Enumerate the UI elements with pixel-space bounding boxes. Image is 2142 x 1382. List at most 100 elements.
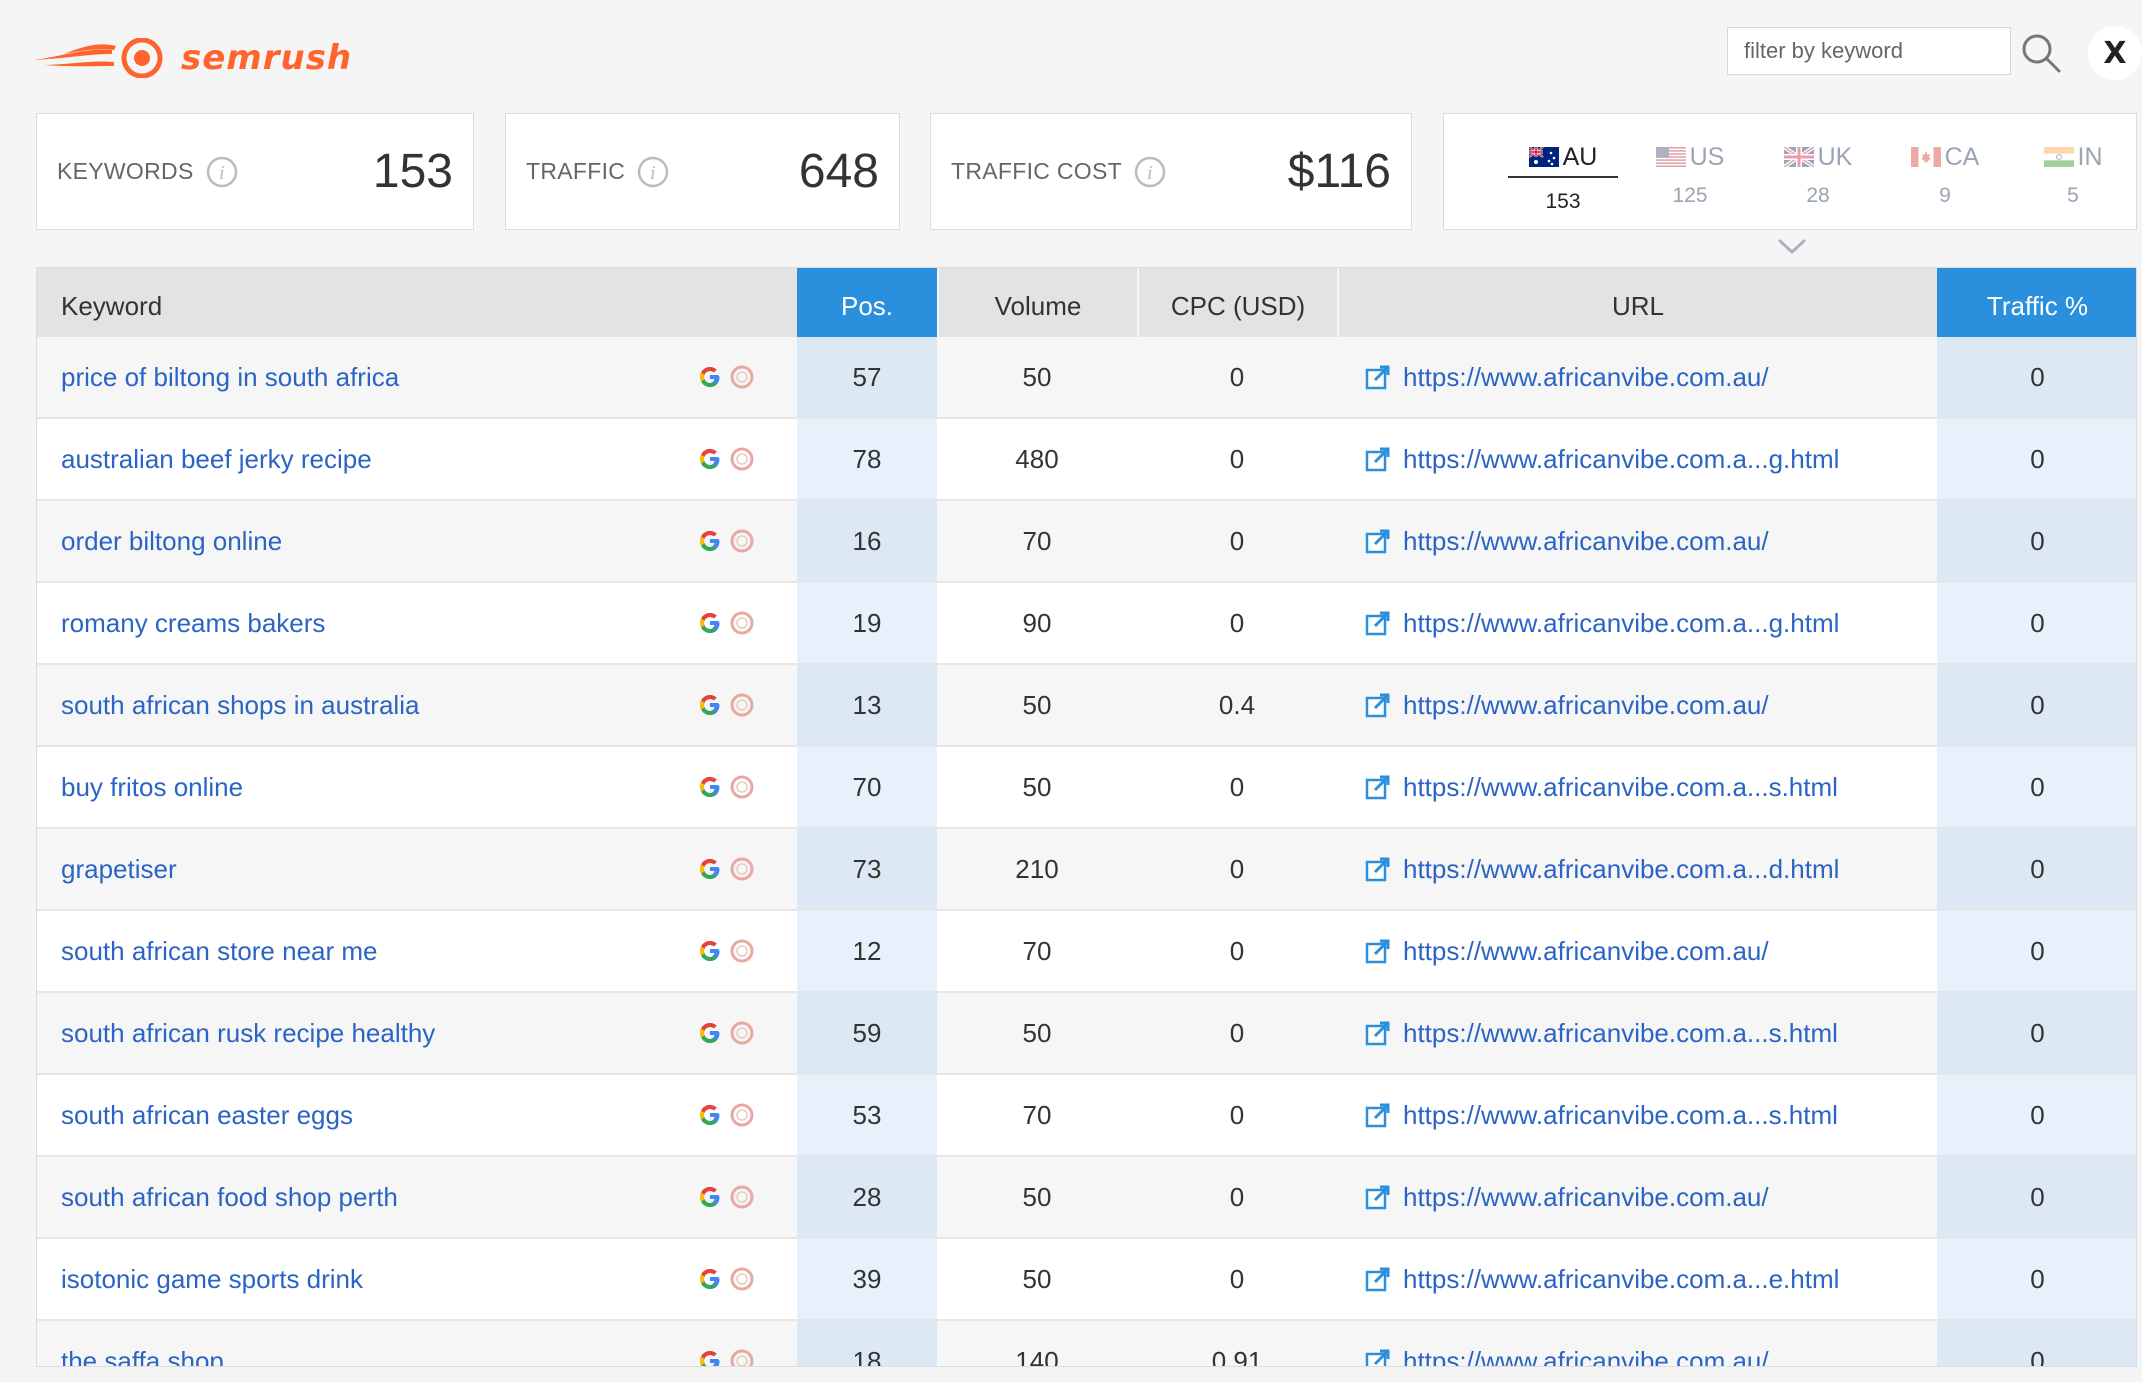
keyword-link[interactable]: the saffa shop: [61, 1345, 224, 1367]
serp-snapshot-icon[interactable]: [729, 692, 755, 718]
url-link[interactable]: https://www.africanvibe.com.a...g.html: [1403, 607, 1840, 638]
google-icon[interactable]: [697, 528, 723, 554]
url-link[interactable]: https://www.africanvibe.com.au/: [1403, 689, 1769, 720]
external-link-icon[interactable]: [1365, 446, 1391, 472]
keyword-link[interactable]: south african shops in australia: [61, 689, 420, 720]
keyword-link[interactable]: australian beef jerky recipe: [61, 443, 372, 474]
external-link-icon[interactable]: [1365, 1020, 1391, 1046]
url-cell[interactable]: https://www.africanvibe.com.a...s.html: [1365, 1075, 1925, 1155]
info-icon[interactable]: i: [1134, 156, 1166, 188]
google-icon[interactable]: [697, 938, 723, 964]
serp-snapshot-icon[interactable]: [729, 774, 755, 800]
keyword-link[interactable]: grapetiser: [61, 853, 177, 884]
external-link-icon[interactable]: [1365, 364, 1391, 390]
external-link-icon[interactable]: [1365, 774, 1391, 800]
country-tab-au[interactable]: AU 153: [1508, 142, 1618, 214]
google-icon[interactable]: [697, 1102, 723, 1128]
country-tab-ca[interactable]: CA 9: [1890, 142, 2000, 208]
google-icon[interactable]: [697, 774, 723, 800]
keyword-link[interactable]: romany creams bakers: [61, 607, 326, 638]
google-icon[interactable]: [697, 1184, 723, 1210]
google-icon[interactable]: [697, 610, 723, 636]
url-cell[interactable]: https://www.africanvibe.com.a...s.html: [1365, 993, 1925, 1073]
url-link[interactable]: https://www.africanvibe.com.a...s.html: [1403, 771, 1838, 802]
table-row: south african shops in australia 13 50 0…: [37, 665, 2136, 747]
url-link[interactable]: https://www.africanvibe.com.au/: [1403, 525, 1769, 556]
semrush-logo[interactable]: semrush: [34, 34, 352, 82]
url-link[interactable]: https://www.africanvibe.com.a...s.html: [1403, 1099, 1838, 1130]
column-header-keyword[interactable]: Keyword: [61, 291, 163, 321]
url-link[interactable]: https://www.africanvibe.com.au/: [1403, 361, 1769, 392]
serp-snapshot-icon[interactable]: [729, 610, 755, 636]
url-cell[interactable]: https://www.africanvibe.com.a...s.html: [1365, 747, 1925, 827]
url-link[interactable]: https://www.africanvibe.com.au/: [1403, 935, 1769, 966]
external-link-icon[interactable]: [1365, 610, 1391, 636]
google-icon[interactable]: [697, 1020, 723, 1046]
serp-snapshot-icon[interactable]: [729, 856, 755, 882]
serp-snapshot-icon[interactable]: [729, 1184, 755, 1210]
traffic-cost-stat-card: TRAFFIC COST i $116: [930, 113, 1412, 230]
url-cell[interactable]: https://www.africanvibe.com.au/: [1365, 1157, 1925, 1237]
url-cell[interactable]: https://www.africanvibe.com.au/: [1365, 1321, 1925, 1367]
country-tab-us[interactable]: US 125: [1635, 142, 1745, 208]
serp-snapshot-icon[interactable]: [729, 364, 755, 390]
external-link-icon[interactable]: [1365, 938, 1391, 964]
url-cell[interactable]: https://www.africanvibe.com.au/: [1365, 337, 1925, 417]
external-link-icon[interactable]: [1365, 528, 1391, 554]
google-icon[interactable]: [697, 1348, 723, 1367]
url-link[interactable]: https://www.africanvibe.com.au/: [1403, 1181, 1769, 1212]
chevron-down-icon[interactable]: [1776, 238, 1808, 256]
external-link-icon[interactable]: [1365, 692, 1391, 718]
url-link[interactable]: https://www.africanvibe.com.a...s.html: [1403, 1017, 1838, 1048]
serp-snapshot-icon[interactable]: [729, 938, 755, 964]
keyword-link[interactable]: south african easter eggs: [61, 1099, 353, 1130]
column-header-cpc[interactable]: CPC (USD): [1137, 268, 1337, 345]
url-link[interactable]: https://www.africanvibe.com.a...e.html: [1403, 1263, 1840, 1294]
column-header-url[interactable]: URL: [1337, 268, 1937, 345]
google-icon[interactable]: [697, 856, 723, 882]
keyword-link[interactable]: south african store near me: [61, 935, 378, 966]
column-header-traffic[interactable]: Traffic %: [1937, 268, 2136, 345]
url-link[interactable]: https://www.africanvibe.com.au/: [1403, 1345, 1769, 1367]
keyword-link[interactable]: isotonic game sports drink: [61, 1263, 364, 1294]
url-cell[interactable]: https://www.africanvibe.com.au/: [1365, 665, 1925, 745]
external-link-icon[interactable]: [1365, 1102, 1391, 1128]
serp-snapshot-icon[interactable]: [729, 528, 755, 554]
serp-snapshot-icon[interactable]: [729, 1102, 755, 1128]
url-cell[interactable]: https://www.africanvibe.com.au/: [1365, 501, 1925, 581]
serp-snapshot-icon[interactable]: [729, 446, 755, 472]
external-link-icon[interactable]: [1365, 1184, 1391, 1210]
url-cell[interactable]: https://www.africanvibe.com.a...e.html: [1365, 1239, 1925, 1319]
google-icon[interactable]: [697, 692, 723, 718]
country-tab-in[interactable]: IN 5: [2018, 142, 2128, 208]
google-icon[interactable]: [697, 446, 723, 472]
keyword-filter-input[interactable]: [1727, 27, 2011, 75]
keyword-link[interactable]: south african rusk recipe healthy: [61, 1017, 436, 1048]
external-link-icon[interactable]: [1365, 856, 1391, 882]
keyword-link[interactable]: buy fritos online: [61, 771, 244, 802]
google-icon[interactable]: [697, 1266, 723, 1292]
keyword-link[interactable]: south african food shop perth: [61, 1181, 398, 1212]
serp-snapshot-icon[interactable]: [729, 1266, 755, 1292]
search-icon[interactable]: [2020, 32, 2062, 74]
url-cell[interactable]: https://www.africanvibe.com.au/: [1365, 911, 1925, 991]
country-tab-uk[interactable]: UK 28: [1763, 142, 1873, 208]
url-cell[interactable]: https://www.africanvibe.com.a...d.html: [1365, 829, 1925, 909]
column-header-pos[interactable]: Pos.: [797, 268, 937, 345]
info-icon[interactable]: i: [206, 156, 238, 188]
keyword-link[interactable]: order biltong online: [61, 525, 283, 556]
info-icon[interactable]: i: [637, 156, 669, 188]
keyword-link[interactable]: price of biltong in south africa: [61, 361, 400, 392]
url-link[interactable]: https://www.africanvibe.com.a...g.html: [1403, 443, 1840, 474]
external-link-icon[interactable]: [1365, 1348, 1391, 1367]
google-icon[interactable]: [697, 364, 723, 390]
external-link-icon[interactable]: [1365, 1266, 1391, 1292]
close-button[interactable]: X: [2088, 26, 2142, 80]
serp-snapshot-icon[interactable]: [729, 1020, 755, 1046]
column-header-volume[interactable]: Volume: [937, 268, 1137, 345]
table-row: south african rusk recipe healthy 59 50 …: [37, 993, 2136, 1075]
serp-snapshot-icon[interactable]: [729, 1348, 755, 1367]
url-cell[interactable]: https://www.africanvibe.com.a...g.html: [1365, 419, 1925, 499]
url-cell[interactable]: https://www.africanvibe.com.a...g.html: [1365, 583, 1925, 663]
url-link[interactable]: https://www.africanvibe.com.a...d.html: [1403, 853, 1840, 884]
